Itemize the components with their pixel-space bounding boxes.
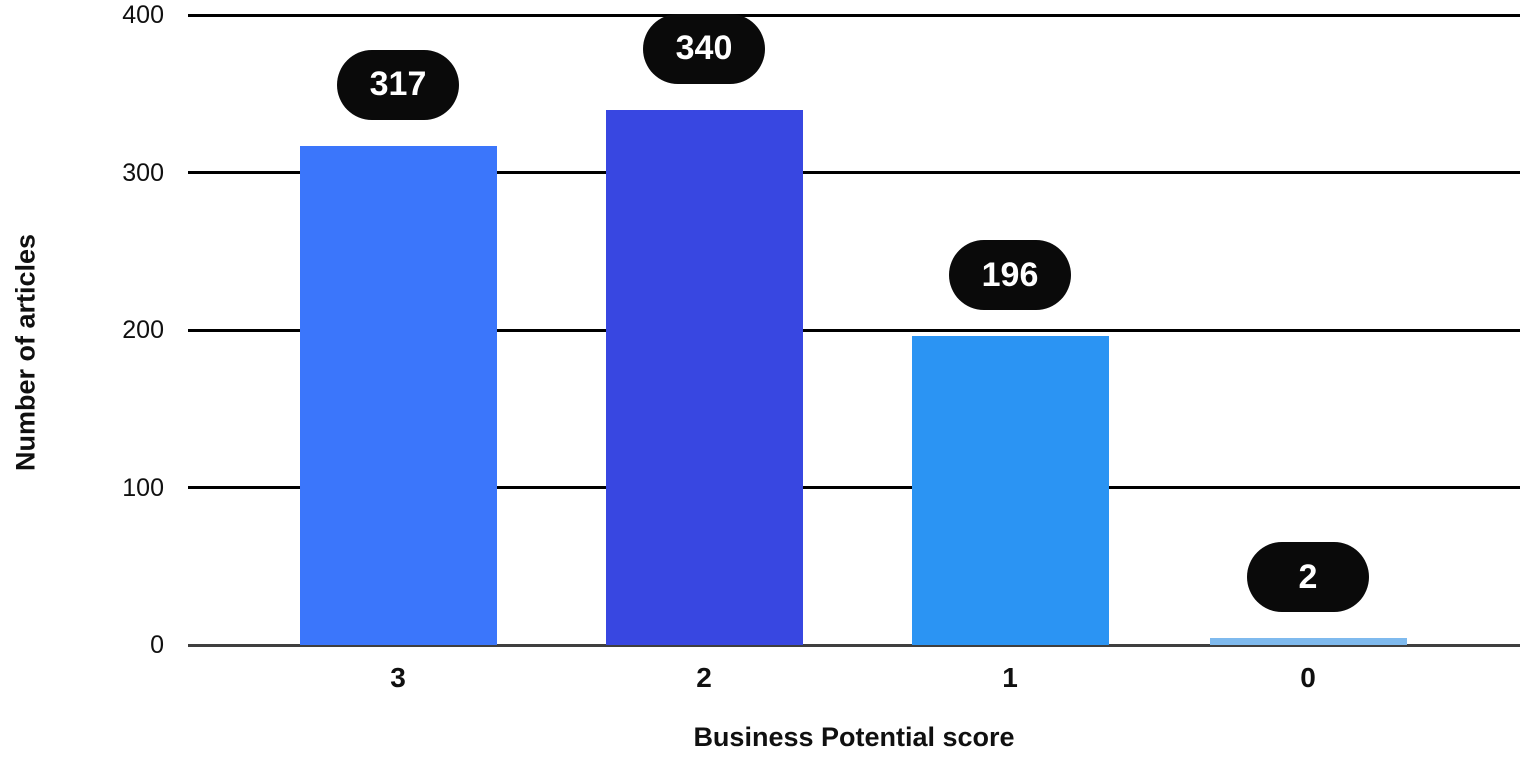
y-axis-tick-label: 200 — [122, 316, 164, 344]
x-axis-title: Business Potential score — [693, 722, 1015, 752]
data-label-badge: 317 — [337, 49, 459, 120]
y-axis-tick-label: 0 — [150, 631, 164, 659]
gridline — [188, 13, 1520, 17]
gridline — [188, 486, 1520, 489]
x-axis-tick-label: 2 — [696, 662, 712, 693]
gridline — [188, 171, 1520, 174]
x-axis-tick-label: 3 — [390, 662, 406, 693]
data-label-badge: 196 — [949, 240, 1071, 311]
y-axis-tick-label: 300 — [122, 158, 164, 187]
bar-0 — [1209, 638, 1407, 645]
y-axis-tick-label: 400 — [122, 1, 164, 29]
x-axis-tick-label: 1 — [1002, 662, 1018, 693]
bar-1 — [911, 336, 1109, 645]
data-label-badge: 2 — [1247, 542, 1369, 612]
gridline — [188, 328, 1520, 332]
x-axis-line — [188, 643, 1520, 647]
x-axis-tick-label: 0 — [1300, 662, 1316, 693]
data-label-badge: 340 — [643, 13, 765, 84]
y-axis-tick-label: 100 — [122, 473, 164, 502]
bar-2 — [605, 109, 803, 645]
bar-3 — [299, 145, 497, 645]
y-axis-title: Number of articles — [10, 233, 41, 472]
